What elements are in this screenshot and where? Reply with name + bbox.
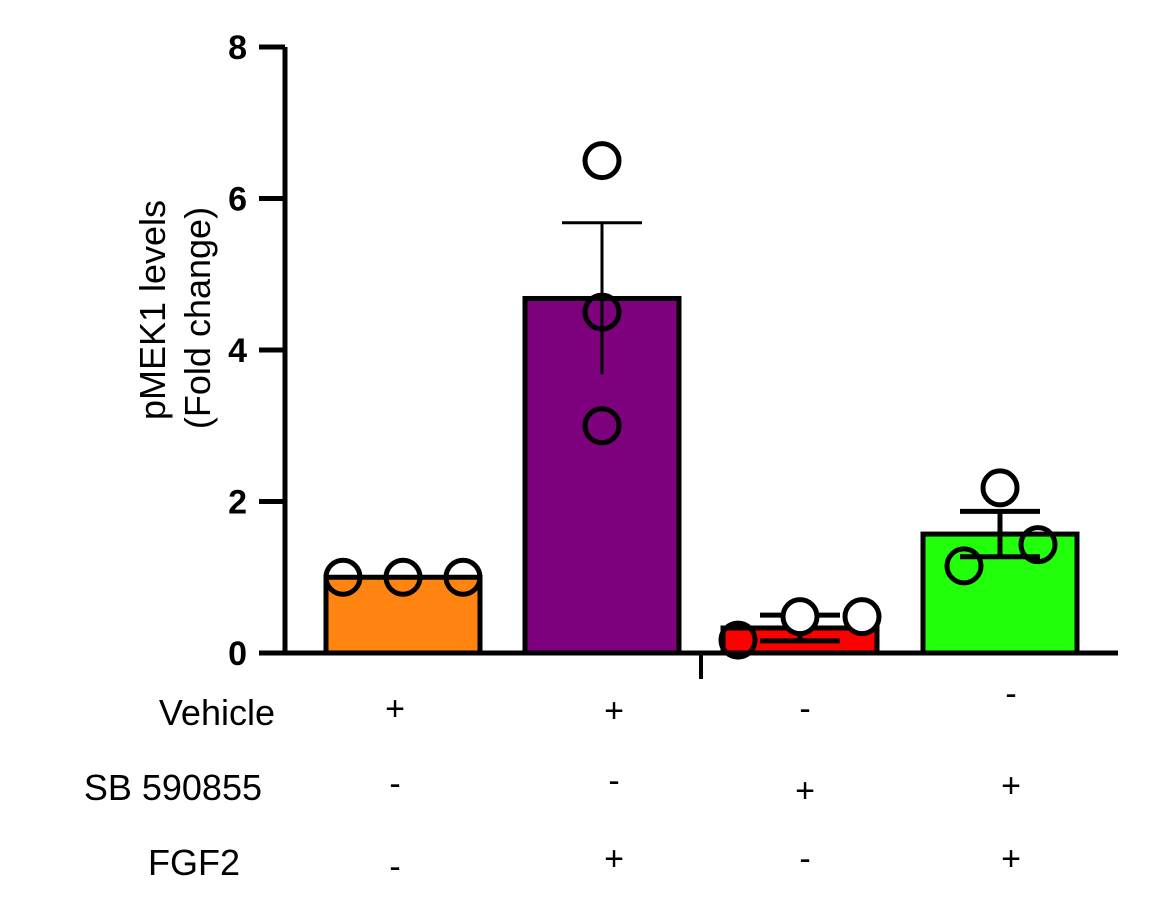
data-point-orange <box>383 557 423 597</box>
y-tick-label: 8 <box>228 29 247 67</box>
y-axis-label: pMEK1 levels (Fold change) <box>132 200 218 429</box>
minus-sign: - <box>799 840 810 878</box>
minus-sign: - <box>608 762 619 800</box>
data-point-red <box>718 620 758 660</box>
data-point-orange <box>323 557 363 597</box>
minus-sign: - <box>389 765 400 803</box>
plus-sign: + <box>385 690 405 728</box>
data-points <box>323 141 1058 660</box>
plus-sign: + <box>1001 840 1021 878</box>
y-tick-label: 6 <box>228 181 247 219</box>
data-point-purple <box>582 406 622 446</box>
data-point-red <box>842 597 882 637</box>
plus-sign: + <box>604 692 624 730</box>
treatment-table: Vehicle + + - - SB 590855 - - + + FGF2 - + - + <box>84 675 1021 886</box>
plus-sign: + <box>1001 767 1021 805</box>
data-point-red <box>780 597 820 637</box>
data-point-purple <box>582 292 622 332</box>
data-point-green <box>980 468 1020 508</box>
data-point-green <box>944 546 984 586</box>
bars <box>323 295 1080 656</box>
minus-sign: - <box>1005 675 1016 713</box>
minus-sign: - <box>799 690 810 728</box>
plus-sign: + <box>795 772 815 810</box>
y-tick-label: 0 <box>228 635 247 673</box>
data-point-green <box>1018 525 1058 565</box>
data-point-purple <box>582 141 622 181</box>
row-label: Vehicle <box>159 692 275 733</box>
minus-sign: - <box>389 848 400 886</box>
y-tick-label: 2 <box>228 484 247 522</box>
y-axis-label-line-2: (Fold change) <box>177 207 218 429</box>
y-axis-label-line-1: pMEK1 levels <box>132 200 173 420</box>
plus-sign: + <box>604 840 624 878</box>
row-label: SB 590855 <box>84 767 262 808</box>
bar-orange <box>323 574 483 656</box>
data-point-orange <box>443 557 483 597</box>
row-label: FGF2 <box>148 842 240 883</box>
y-tick-label: 4 <box>228 332 247 370</box>
